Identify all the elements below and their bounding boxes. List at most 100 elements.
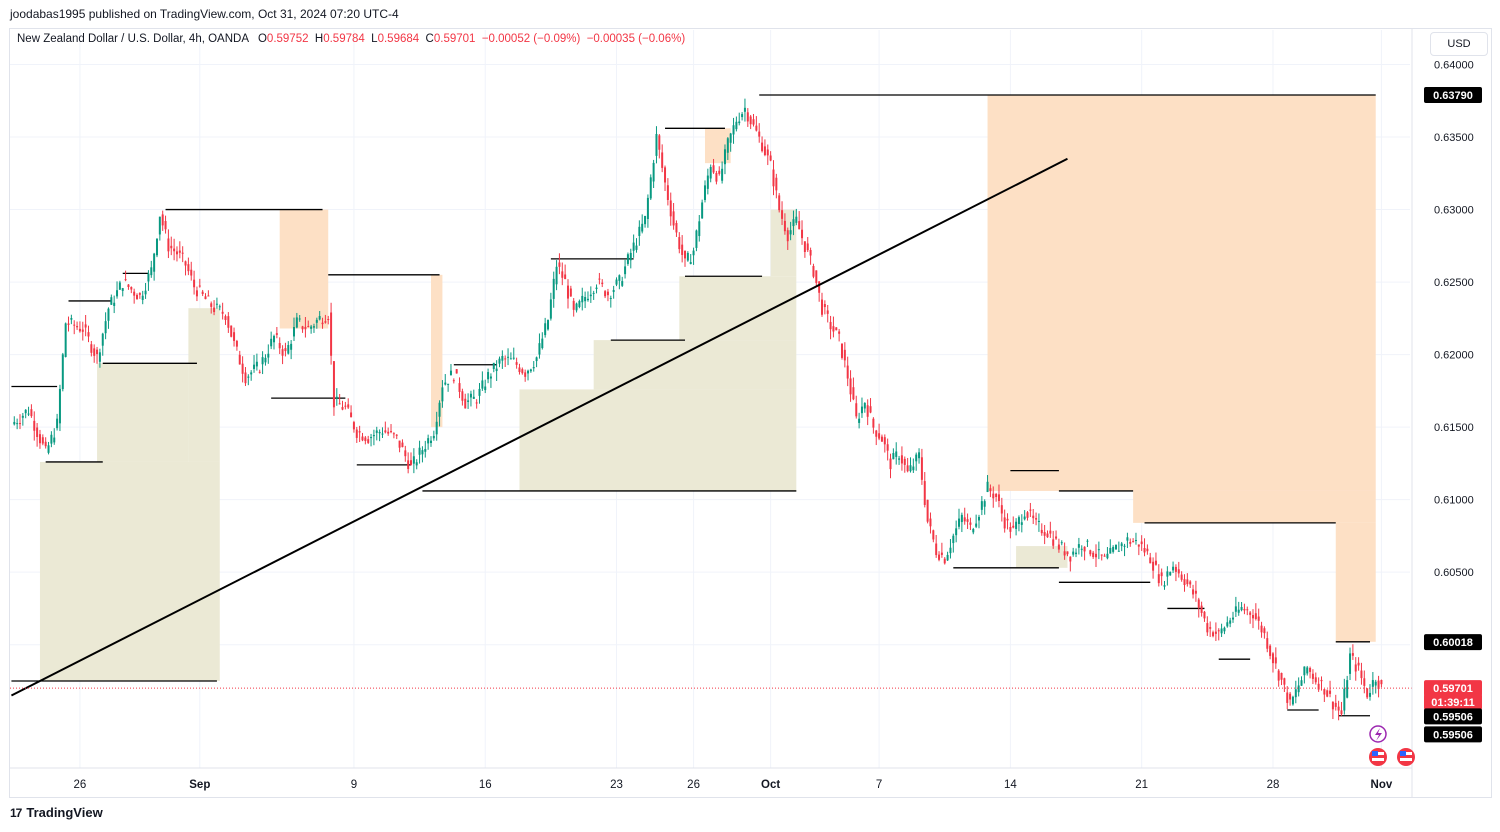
candle-body-345: [995, 493, 998, 497]
candle-body-147: [429, 440, 432, 444]
price-label-text-5: 0.59506: [1433, 729, 1473, 741]
candle-body-284: [821, 299, 824, 315]
candle-body-10: [38, 434, 41, 444]
candle-body-364: [1049, 530, 1052, 534]
candle-body-440: [1266, 638, 1269, 649]
candle-body-318: [918, 452, 921, 459]
candle-body-310: [895, 451, 898, 457]
candle-body-174: [507, 356, 510, 358]
candle-body-306: [883, 437, 886, 445]
candle-body-470: [1351, 653, 1354, 656]
candle-body-48: [147, 273, 150, 282]
candle-body-85: [253, 364, 256, 369]
candle-body-265: [766, 149, 769, 156]
candle-body-474: [1363, 678, 1366, 686]
candle-body-476: [1369, 692, 1372, 697]
candle-body-455: [1309, 668, 1312, 672]
candle-body-366: [1055, 536, 1058, 539]
candle-body-367: [1057, 544, 1060, 550]
candle-body-190: [552, 278, 555, 299]
demand-zone-0: [39, 461, 220, 681]
candle-body-26: [84, 324, 87, 328]
candle-body-11: [41, 437, 44, 444]
price-label-text-3: 01:39:11: [1431, 697, 1474, 709]
candle-body-98: [290, 343, 293, 350]
candle-body-20: [67, 323, 70, 325]
chart-frame: [9, 28, 1492, 798]
candle-body-208: [604, 291, 607, 297]
candle-body-236: [684, 250, 687, 259]
candle-body-403: [1160, 572, 1163, 577]
candle-body-82: [244, 372, 247, 384]
candle-body-90: [267, 353, 270, 358]
tradingview-logo-icon: 17: [10, 805, 22, 820]
candle-body-257: [743, 107, 746, 112]
candle-body-99: [292, 326, 295, 337]
candle-body-245: [709, 166, 712, 179]
x-tick-label-7: 7: [876, 779, 882, 791]
candle-body-233: [675, 222, 678, 233]
x-tick-label-3: 16: [479, 779, 492, 791]
candle-body-7: [30, 409, 33, 417]
candle-body-247: [715, 173, 718, 182]
candle-body-92: [273, 335, 276, 343]
price-labels-layer: 0.63790 0.60018 0.59701 01:39:11 0.59506 0.59…: [1424, 86, 1482, 743]
candle-body-471: [1354, 664, 1357, 672]
candle-body-198: [575, 303, 578, 311]
candle-body-283: [818, 281, 821, 293]
low-value: 0.59684: [377, 33, 420, 45]
candle-body-391: [1126, 537, 1129, 541]
candle-body-417: [1200, 605, 1203, 613]
candle-body-427: [1229, 620, 1232, 624]
candle-body-448: [1289, 693, 1292, 700]
candle-body-246: [712, 165, 715, 173]
y-tick-label-3: 0.62500: [1434, 277, 1474, 289]
candle-body-84: [250, 372, 253, 375]
candle-body-35: [110, 297, 113, 305]
candle-body-373: [1075, 552, 1078, 555]
candle-body-362: [1043, 532, 1046, 536]
symbol-title[interactable]: New Zealand Dollar / U.S. Dollar, 4h, OA…: [17, 33, 249, 45]
candle-body-36: [113, 302, 116, 306]
candle-body-298: [860, 406, 863, 414]
candle-body-101: [298, 318, 301, 320]
candle-body-319: [920, 457, 923, 480]
candle-body-428: [1232, 617, 1235, 620]
candle-body-172: [501, 356, 504, 361]
y-tick-label-4: 0.62000: [1434, 350, 1474, 362]
candle-body-321: [926, 499, 929, 522]
candle-body-6: [27, 413, 30, 415]
candle-body-219: [635, 245, 638, 250]
candle-body-433: [1246, 609, 1249, 611]
candle-body-225: [652, 162, 655, 182]
candle-body-226: [655, 134, 658, 156]
candle-body-191: [555, 266, 558, 285]
candle-body-194: [564, 274, 567, 280]
candle-body-288: [832, 326, 835, 332]
candle-body-336: [969, 522, 972, 525]
candle-body-323: [932, 530, 935, 540]
candle-body-121: [355, 429, 358, 438]
candle-body-24: [78, 328, 81, 332]
candle-body-4: [21, 415, 24, 418]
y-tick-label-1: 0.63500: [1434, 132, 1474, 144]
us-flag-canton-0: [1372, 751, 1378, 756]
candle-body-442: [1271, 653, 1274, 664]
candle-body-66: [198, 285, 201, 287]
close-value: 0.59701: [433, 33, 476, 45]
candle-body-229: [664, 167, 667, 183]
candle-body-389: [1120, 543, 1123, 547]
candle-body-64: [193, 279, 196, 288]
candle-body-212: [615, 279, 618, 285]
candle-body-307: [886, 444, 889, 451]
candle-body-374: [1077, 544, 1080, 548]
candle-body-376: [1083, 546, 1086, 552]
candle-body-434: [1249, 612, 1252, 615]
candle-body-128: [375, 430, 378, 433]
currency-button[interactable]: USD: [1430, 32, 1488, 56]
candle-body-457: [1314, 677, 1317, 683]
tradingview-footer: 17 TradingView: [10, 805, 103, 820]
candle-body-293: [846, 365, 849, 379]
candle-body-469: [1349, 653, 1352, 674]
